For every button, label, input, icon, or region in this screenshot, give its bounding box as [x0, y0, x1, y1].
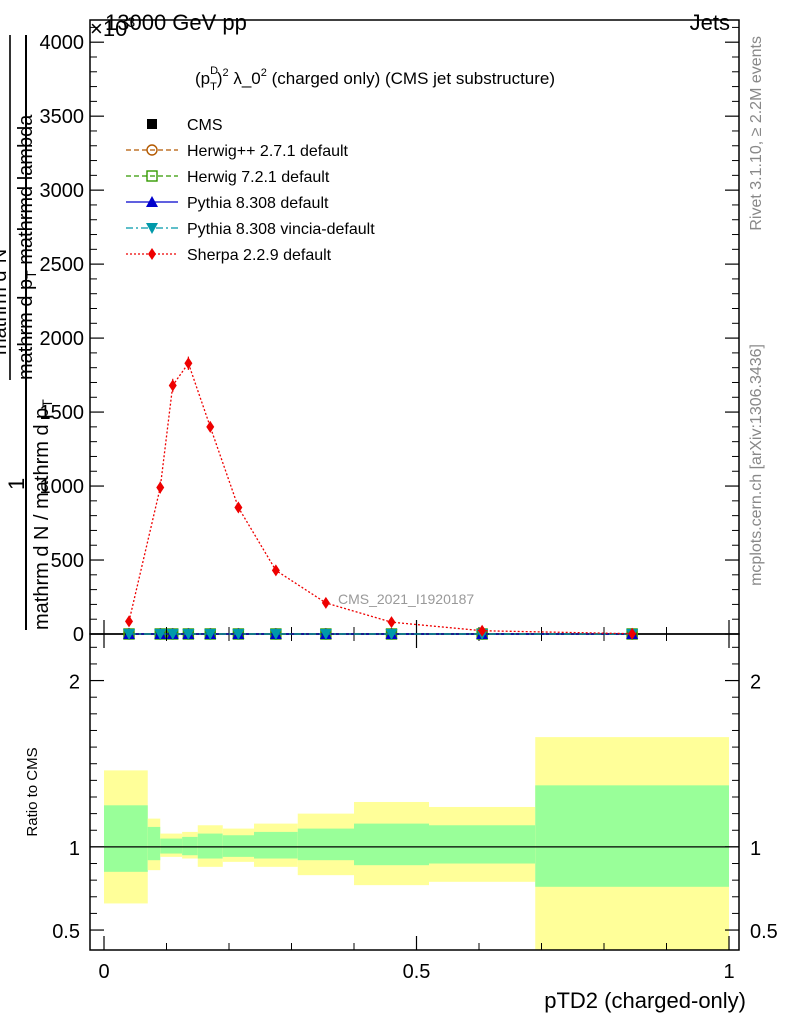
main-ytick-label-3: 1500: [40, 402, 85, 424]
legend-item-3: Pythia 8.308 default: [126, 195, 329, 212]
legend: CMS Herwig++ 2.7.1 default Herwig 7.2.1 de…: [126, 117, 375, 264]
legend-marker-2: [146, 170, 158, 182]
legend-label-1: Herwig++ 2.7.1 default: [187, 143, 349, 160]
data-point: [206, 420, 215, 433]
legend-item-1: Herwig++ 2.7.1 default: [126, 143, 349, 160]
header-left: 13000 GeV pp: [105, 10, 247, 35]
data-point: [232, 629, 245, 640]
main-ytick-label-7: 3500: [40, 106, 85, 128]
ylabel-num2: mathrm d pT mathrmd lambda: [15, 114, 39, 380]
data-point: [156, 481, 165, 494]
series-4: [123, 629, 639, 640]
main-ytick-label-4: 2000: [40, 328, 85, 350]
main-y-ticks: 0 500 1000 1500 2000 2500 3000 3500 4000: [40, 26, 739, 646]
ratio-band-inner-0: [104, 805, 148, 872]
data-point: [269, 629, 282, 640]
data-point: [166, 629, 179, 640]
main-ytick-label-2: 1000: [40, 476, 85, 498]
legend-label-4: Pythia 8.308 vincia-default: [187, 221, 375, 238]
ratio-ytick-label-right-2: 2: [750, 672, 761, 694]
rivet-label: Rivet 3.1.10, ≥ 2.2M events: [748, 36, 765, 231]
ratio-band-inner-9: [429, 825, 536, 864]
data-point: [125, 615, 133, 628]
mcplots-label: mcplots.cern.ch [arXiv:1306.3436]: [748, 344, 765, 586]
main-y-axis-label: 1 mathrm d N / mathrm d pT mathrm d2N ma…: [0, 35, 55, 630]
xtick-label-1: 0.5: [403, 961, 431, 983]
data-point: [478, 624, 487, 637]
ratio-band-inner-6: [254, 831, 298, 859]
legend-label-0: CMS: [187, 117, 223, 134]
data-point: [387, 616, 396, 629]
ratio-band-inner-2: [160, 838, 183, 854]
ratio-band-inner-4: [197, 833, 223, 859]
main-frame: [89, 19, 740, 635]
ratio-ytick-label-right-0: 0.5: [750, 921, 778, 943]
data-point: [271, 564, 280, 577]
legend-marker-3: [146, 196, 158, 207]
ratio-bands: [104, 737, 729, 950]
ratio-band-inner-1: [147, 826, 161, 861]
data-point: [154, 629, 167, 640]
ratio-ytick-label-left-2: 2: [69, 672, 80, 694]
main-ytick-label-0: 0: [73, 624, 84, 646]
ratio-band-inner-10: [535, 785, 729, 887]
series-layer: [123, 356, 639, 640]
legend-marker-4: [146, 223, 158, 234]
legend-marker-0: [147, 119, 157, 129]
legend-label-5: Sherpa 2.2.9 default: [187, 247, 332, 264]
ratio-y-ticks: 0.5 0.5 1 1 2 2: [52, 646, 778, 943]
header-right: Jets: [690, 10, 730, 35]
data-point: [123, 629, 135, 640]
xtick-label-2: 1: [723, 961, 734, 983]
ylabel-den: mathrm d N / mathrm d pT: [31, 399, 55, 630]
ratio-ytick-label-left-1: 1: [69, 838, 80, 860]
xtick-label-0: 0: [98, 961, 109, 983]
legend-marker-5: [148, 248, 156, 260]
ratio-ytick-label-right-1: 1: [750, 838, 761, 860]
legend-item-4: Pythia 8.308 vincia-default: [126, 221, 375, 238]
plot-title: (pD T)2 λ_02 (charged only) (CMS jet subs…: [195, 65, 555, 93]
legend-item-2: Herwig 7.2.1 default: [126, 169, 330, 186]
ratio-y-axis-label: Ratio to CMS: [24, 747, 41, 836]
ratio-band-inner-7: [297, 828, 354, 861]
x-ticks: 0 0.5 1: [98, 620, 735, 983]
data-point: [321, 596, 330, 609]
ratio-band-inner-8: [354, 823, 429, 866]
main-ytick-label-6: 3000: [40, 180, 85, 202]
data-point: [168, 379, 177, 392]
data-point: [628, 627, 637, 640]
analysis-watermark: CMS_2021_I1920187: [338, 591, 474, 607]
legend-item-0: CMS: [147, 117, 223, 134]
legend-label-2: Herwig 7.2.1 default: [187, 169, 330, 186]
data-point: [184, 357, 193, 370]
ylabel-one: 1: [4, 478, 29, 490]
data-point: [204, 629, 217, 640]
ratio-band-inner-5: [222, 835, 254, 857]
legend-marker-1: [146, 144, 158, 156]
legend-item-5: Sherpa 2.2.9 default: [126, 247, 332, 264]
data-point: [234, 501, 243, 514]
data-point: [182, 629, 195, 640]
x-axis-label: pTD2 (charged-only): [544, 988, 746, 1013]
legend-label-3: Pythia 8.308 default: [187, 195, 329, 212]
main-ytick-label-5: 2500: [40, 254, 85, 276]
ylabel-num: mathrm d2N: [0, 249, 11, 355]
main-ytick-label-8: 4000: [40, 32, 85, 54]
data-point: [385, 629, 398, 640]
ratio-ytick-label-left-0: 0.5: [52, 921, 80, 943]
main-ytick-label-1: 500: [51, 550, 84, 572]
series-5: [125, 356, 637, 640]
ratio-band-inner-3: [182, 836, 198, 856]
data-point: [319, 629, 332, 640]
